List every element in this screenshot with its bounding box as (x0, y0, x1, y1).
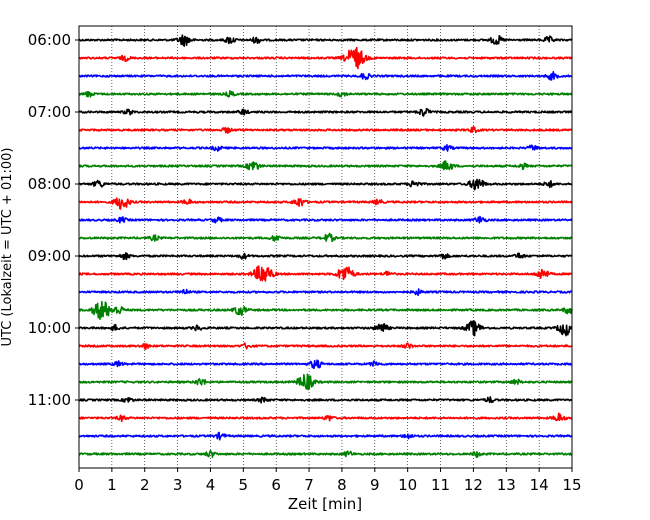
trace-line (78, 396, 573, 404)
trace-line (78, 125, 573, 134)
trace-line (78, 232, 573, 243)
trace-line (78, 265, 573, 282)
y-axis-label: UTC (Lokalzeit = UTC + 01:00) (0, 148, 15, 347)
trace-line (78, 197, 573, 210)
x-tick-label: 5 (239, 476, 249, 494)
x-tick-label: 0 (74, 476, 84, 494)
x-tick-label: 2 (140, 476, 150, 494)
x-tick-label: 6 (271, 476, 281, 494)
trace-line (78, 178, 573, 191)
y-tick-label: 11:00 (28, 391, 71, 409)
y-tick-label: 07:00 (28, 103, 71, 121)
grid-lines (111, 26, 540, 468)
y-axis-ticks: 06:00 07:00 08:00 09:00 10:00 11:00 (28, 31, 79, 409)
x-tick-label: 14 (530, 476, 549, 494)
trace-line (78, 342, 573, 351)
trace-line (78, 431, 573, 441)
trace-line (78, 359, 573, 370)
x-tick-label: 9 (370, 476, 380, 494)
x-tick-label: 3 (173, 476, 183, 494)
y-tick-label: 08:00 (28, 175, 71, 193)
trace-line (78, 300, 573, 321)
trace-line (78, 215, 573, 224)
trace-line (78, 288, 573, 297)
trace-line (78, 46, 573, 70)
x-axis-ticks: 0 1 2 3 4 5 6 7 8 9 10 11 12 13 14 15 (74, 468, 582, 494)
y-tick-label: 10:00 (28, 319, 71, 337)
x-tick-label: 10 (398, 476, 417, 494)
x-axis-label: Zeit [min] (288, 495, 362, 513)
trace-line (78, 252, 573, 261)
trace-line (78, 412, 573, 423)
trace-line (78, 107, 573, 117)
trace-line (78, 34, 573, 47)
trace-line (78, 449, 573, 458)
x-tick-label: 7 (304, 476, 314, 494)
trace-line (78, 160, 573, 171)
x-tick-label: 13 (497, 476, 516, 494)
x-tick-label: 15 (562, 476, 581, 494)
x-tick-label: 4 (206, 476, 216, 494)
x-tick-label: 12 (464, 476, 483, 494)
seismic-traces (78, 34, 573, 458)
x-tick-label: 8 (337, 476, 347, 494)
y-tick-label: 09:00 (28, 247, 71, 265)
trace-line (78, 373, 573, 391)
trace-line (78, 90, 573, 98)
trace-line (78, 320, 573, 337)
x-tick-label: 1 (107, 476, 117, 494)
trace-line (78, 143, 573, 152)
plot-frame (78, 25, 573, 469)
y-tick-label: 06:00 (28, 31, 71, 49)
x-tick-label: 11 (431, 476, 450, 494)
trace-line (78, 71, 573, 81)
